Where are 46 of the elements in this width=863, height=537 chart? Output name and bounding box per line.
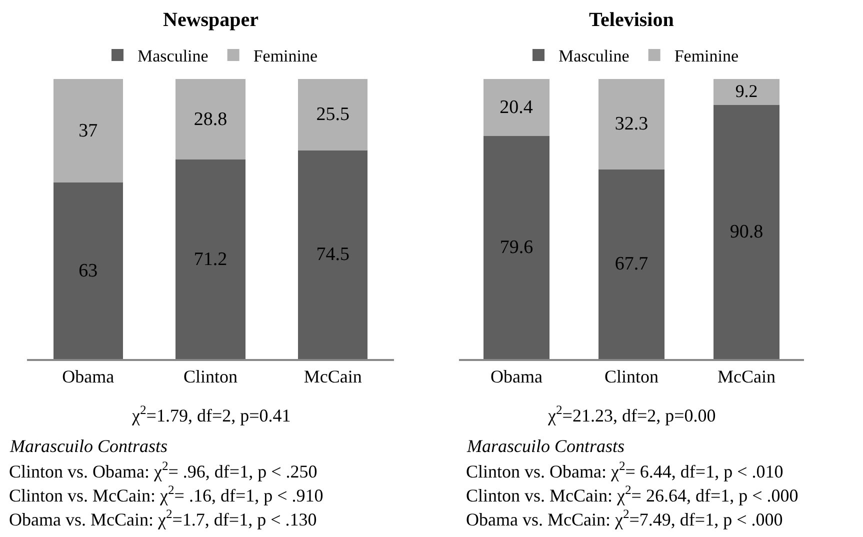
chart-title: Newspaper [163, 9, 259, 31]
bar [484, 136, 550, 359]
data-label: 79.6 [500, 237, 534, 258]
legend-label: Masculine [138, 46, 208, 66]
data-label: 25.5 [316, 104, 350, 126]
data-label: 90.8 [730, 221, 764, 242]
bar [714, 79, 780, 105]
data-label: 20.4 [500, 97, 534, 118]
bar [714, 104, 780, 359]
bar [176, 79, 246, 160]
x-tick-label: McCain [304, 366, 362, 386]
text: Clinton vs. Obama: χ$^{2}$= .96, df=1, p < .250 [9, 459, 318, 482]
text: χ$^{2}$=21.23, df=2, p=0.00 [547, 403, 716, 426]
x-tick-label: Obama [62, 366, 114, 386]
text: Marascuilo Contrasts [9, 436, 168, 456]
data-label: 63 [78, 260, 98, 282]
data-label: 28.8 [194, 108, 228, 130]
legend-label: Feminine [253, 46, 318, 66]
text: Clinton vs. McCain: χ$^{2}$= .16, df=1, p < .910 [9, 483, 324, 506]
data-label: 74.5 [316, 244, 350, 266]
bar [53, 79, 124, 183]
text: Clinton vs. Obama: χ$^{2}$= 6.44, df=1, p < .010 [466, 459, 784, 482]
text: χ$^{2}$=1.79, df=2, p=0.41 [131, 403, 291, 426]
bar [484, 79, 550, 136]
text: Obama vs. McCain: χ$^{2}$=1.7, df=1, p < .130 [9, 507, 317, 530]
text: Marascuilo Contrasts [466, 436, 625, 456]
data-label: 37 [78, 120, 98, 142]
bar [298, 150, 368, 359]
data-label: 71.2 [194, 248, 228, 270]
data-label: 67.7 [614, 254, 648, 275]
legend-label: Masculine [558, 46, 630, 66]
legend-label: Feminine [674, 46, 739, 66]
bar [53, 182, 124, 359]
x-tick-label: Clinton [183, 366, 238, 386]
data-label: 9.2 [735, 81, 758, 102]
text: Obama vs. McCain: χ$^{2}$=7.49, df=1, p < .000 [466, 507, 783, 530]
data-label: 32.3 [614, 114, 648, 135]
text: Clinton vs. McCain: χ$^{2}$= 26.64, df=1, p < .000 [466, 483, 798, 506]
x-tick-label: Obama [490, 366, 542, 386]
x-tick-label: McCain [718, 366, 776, 386]
bar [298, 79, 368, 150]
x-tick-label: Clinton [604, 366, 659, 386]
bar [598, 79, 664, 170]
bar [598, 169, 664, 359]
bar [176, 160, 246, 359]
chart-title: Television [589, 9, 674, 31]
